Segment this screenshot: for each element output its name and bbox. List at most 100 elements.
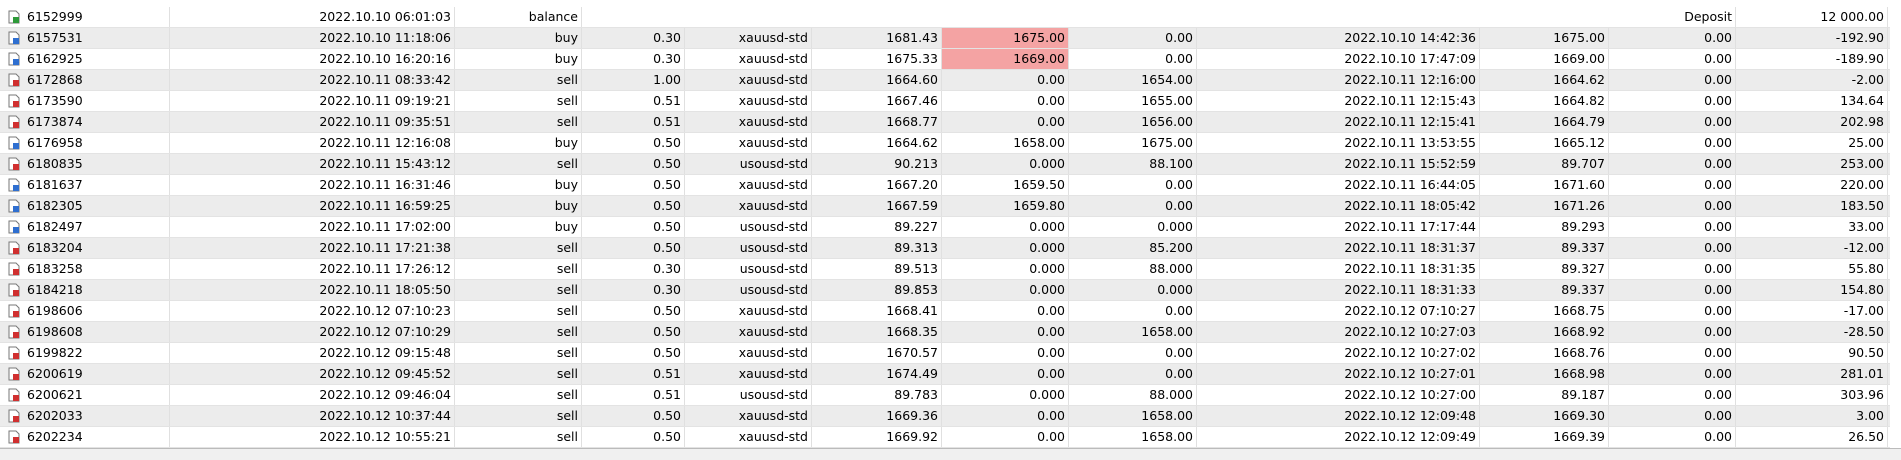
trade-row: 6184218 2022.10.11 18:05:50 sell 0.30 usousd… bbox=[0, 280, 1890, 301]
cell: 0.00 bbox=[942, 70, 1069, 90]
cell: 0.00 bbox=[1609, 259, 1736, 279]
cell: 2022.10.10 16:20:16 bbox=[170, 49, 455, 69]
cell: 26.50 bbox=[1736, 427, 1888, 447]
cell: 6198608 bbox=[0, 322, 170, 342]
cell: 2022.10.11 12:15:43 bbox=[1197, 91, 1480, 111]
cell: 2022.10.11 18:31:33 bbox=[1197, 280, 1480, 300]
cell: 1675.00 bbox=[1480, 28, 1609, 48]
cell: 0.00 bbox=[1609, 364, 1736, 384]
cell: usousd-std bbox=[685, 217, 812, 237]
cell: 89.337 bbox=[1480, 238, 1609, 258]
cell: 90.50 bbox=[1736, 343, 1888, 363]
cell: 6200621 bbox=[0, 385, 170, 405]
cell: 2022.10.12 07:10:29 bbox=[170, 322, 455, 342]
cell: sell bbox=[455, 154, 582, 174]
cell: 1668.77 bbox=[812, 112, 942, 132]
cell: 1658.00 bbox=[1069, 406, 1197, 426]
cell: 2022.10.10 17:47:09 bbox=[1197, 49, 1480, 69]
cell: 2022.10.10 11:18:06 bbox=[170, 28, 455, 48]
cell: xauusd-std bbox=[685, 301, 812, 321]
cell: 2022.10.11 16:59:25 bbox=[170, 196, 455, 216]
cell: 0.50 bbox=[582, 406, 685, 426]
trade-row: 6202234 2022.10.12 10:55:21 sell 0.50 xauusd… bbox=[0, 427, 1890, 448]
trade-row: 6199822 2022.10.12 09:15:48 sell 0.50 xauusd… bbox=[0, 343, 1890, 364]
cell: 0.00 bbox=[942, 406, 1069, 426]
cell: 1675.00 bbox=[1069, 133, 1197, 153]
cell: 1674.49 bbox=[812, 364, 942, 384]
cell: 2022.10.12 10:27:00 bbox=[1197, 385, 1480, 405]
cell: usousd-std bbox=[685, 259, 812, 279]
cell: sell bbox=[455, 322, 582, 342]
cell: 0.00 bbox=[1069, 301, 1197, 321]
cell: 220.00 bbox=[1736, 175, 1888, 195]
cell: 2022.10.11 18:05:42 bbox=[1197, 196, 1480, 216]
balance-row: 6152999 2022.10.10 06:01:03 balance Deposit… bbox=[0, 7, 1890, 28]
cell: 1667.20 bbox=[812, 175, 942, 195]
cell: 1669.36 bbox=[812, 406, 942, 426]
cell: 6202033 bbox=[0, 406, 170, 426]
cell: 2022.10.11 15:43:12 bbox=[170, 154, 455, 174]
cell: 2022.10.11 17:17:44 bbox=[1197, 217, 1480, 237]
cell: 1668.41 bbox=[812, 301, 942, 321]
cell: 89.337 bbox=[1480, 280, 1609, 300]
cell: 1668.98 bbox=[1480, 364, 1609, 384]
cell: 6162925 bbox=[0, 49, 170, 69]
cell: xauusd-std bbox=[685, 406, 812, 426]
cell: 2022.10.11 12:16:08 bbox=[170, 133, 455, 153]
cell: buy bbox=[455, 196, 582, 216]
trade-row: 6198606 2022.10.12 07:10:23 sell 0.50 xauusd… bbox=[0, 301, 1890, 322]
cell: 6173874 bbox=[0, 112, 170, 132]
cell: 89.783 bbox=[812, 385, 942, 405]
trade-row: 6157531 2022.10.10 11:18:06 buy 0.30 xauusd-… bbox=[0, 28, 1890, 49]
cell: 2022.10.11 18:05:50 bbox=[170, 280, 455, 300]
cell: 0.30 bbox=[582, 28, 685, 48]
scrollbar bbox=[0, 448, 1901, 460]
cell: 0.00 bbox=[1069, 175, 1197, 195]
cell: xauusd-std bbox=[685, 91, 812, 111]
order-icon bbox=[8, 430, 20, 444]
cell: 1670.57 bbox=[812, 343, 942, 363]
trade-row: 6180835 2022.10.11 15:43:12 sell 0.50 usousd… bbox=[0, 154, 1890, 175]
cell: 2022.10.12 10:27:03 bbox=[1197, 322, 1480, 342]
order-icon bbox=[8, 241, 20, 255]
cell: 0.50 bbox=[582, 322, 685, 342]
cell: 2022.10.12 10:55:21 bbox=[170, 427, 455, 447]
cell: 1658.00 bbox=[1069, 427, 1197, 447]
cell: 89.853 bbox=[812, 280, 942, 300]
cell: 1664.62 bbox=[1480, 70, 1609, 90]
cell: 0.50 bbox=[582, 301, 685, 321]
cell: 1669.92 bbox=[812, 427, 942, 447]
cell: sell bbox=[455, 427, 582, 447]
cell: 0.30 bbox=[582, 49, 685, 69]
cell: sell bbox=[455, 70, 582, 90]
cell: buy bbox=[455, 217, 582, 237]
cell: 0.00 bbox=[942, 91, 1069, 111]
cell: 2022.10.11 16:44:05 bbox=[1197, 175, 1480, 195]
cell: 6202234 bbox=[0, 427, 170, 447]
cell: 2022.10.11 17:02:00 bbox=[170, 217, 455, 237]
cell: 0.30 bbox=[582, 259, 685, 279]
cell: 0.00 bbox=[1069, 196, 1197, 216]
cell: 0.00 bbox=[1609, 154, 1736, 174]
trade-row: 6200621 2022.10.12 09:46:04 sell 0.51 usousd… bbox=[0, 385, 1890, 406]
cell: 0.00 bbox=[1609, 196, 1736, 216]
trade-row: 6176958 2022.10.11 12:16:08 buy 0.50 xauusd-… bbox=[0, 133, 1890, 154]
cell: 0.000 bbox=[1069, 280, 1197, 300]
cell: 134.64 bbox=[1736, 91, 1888, 111]
cell: 1668.76 bbox=[1480, 343, 1609, 363]
cell: xauusd-std bbox=[685, 175, 812, 195]
cell: -28.50 bbox=[1736, 322, 1888, 342]
cell: 1671.60 bbox=[1480, 175, 1609, 195]
order-icon bbox=[8, 220, 20, 234]
cell: 0.00 bbox=[942, 343, 1069, 363]
cell: -192.90 bbox=[1736, 28, 1888, 48]
cell: 1669.39 bbox=[1480, 427, 1609, 447]
cell: balance bbox=[455, 7, 582, 27]
cell: 1664.79 bbox=[1480, 112, 1609, 132]
cell: 1664.82 bbox=[1480, 91, 1609, 111]
cell: 0.50 bbox=[582, 196, 685, 216]
cell: xauusd-std bbox=[685, 49, 812, 69]
cell: 253.00 bbox=[1736, 154, 1888, 174]
cell: xauusd-std bbox=[685, 133, 812, 153]
cell: 2022.10.12 07:10:27 bbox=[1197, 301, 1480, 321]
